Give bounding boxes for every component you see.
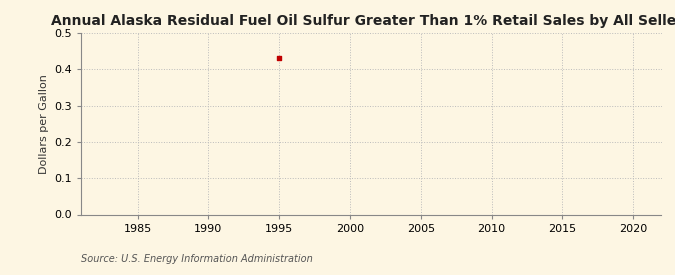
Point [274,56,285,60]
Y-axis label: Dollars per Gallon: Dollars per Gallon [38,74,49,174]
Text: Source: U.S. Energy Information Administration: Source: U.S. Energy Information Administ… [81,254,313,264]
Title: Annual Alaska Residual Fuel Oil Sulfur Greater Than 1% Retail Sales by All Selle: Annual Alaska Residual Fuel Oil Sulfur G… [51,14,675,28]
